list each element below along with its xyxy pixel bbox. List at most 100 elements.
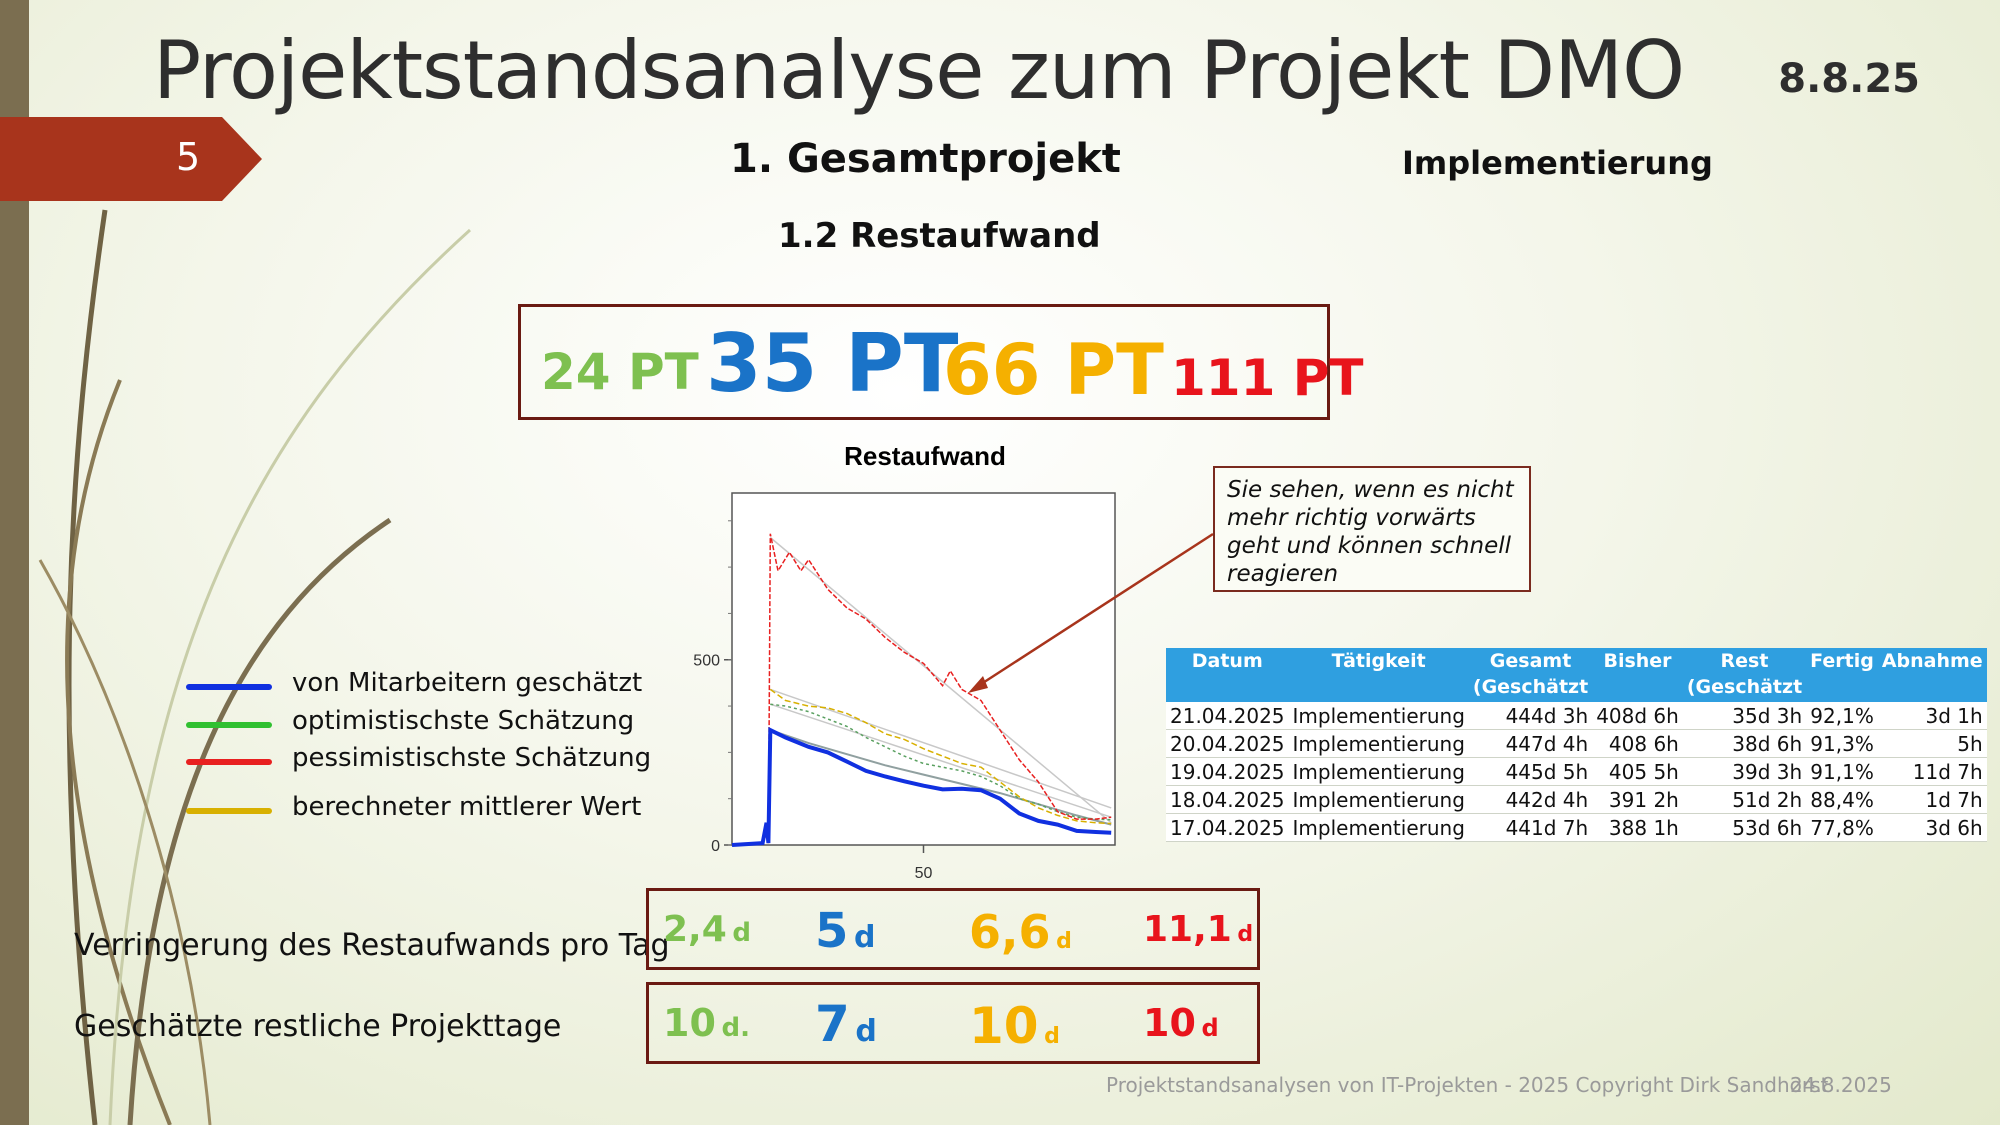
table-cell: 5h	[1877, 729, 1987, 758]
legend-swatch	[186, 722, 272, 728]
chart-title: Restaufwand	[844, 441, 1006, 471]
pt-optimistic: 24 PT	[541, 343, 699, 401]
y-tick-label-1: 500	[693, 653, 720, 670]
table-cell: 441d 7h	[1468, 813, 1593, 842]
phase-heading: Implementierung	[1402, 144, 1713, 182]
reduction-average-value: 6,6	[969, 905, 1051, 959]
chart-series-line-6	[770, 688, 1112, 809]
restaufwand-chart: Restaufwand 0 500 50	[693, 441, 1116, 882]
remaining-pessimistic-unit: d	[1201, 1014, 1219, 1042]
remaining-estimated-unit: d	[855, 1014, 877, 1049]
table-cell: 91,1%	[1806, 757, 1878, 786]
table-cell: 17.04.2025	[1166, 813, 1289, 842]
table-cell: 21.04.2025	[1166, 702, 1289, 730]
slide-number-badge: 5	[0, 117, 262, 201]
table-cell: 91,3%	[1806, 729, 1878, 758]
callout-note: Sie sehen, wenn es nicht mehr richtig vo…	[1213, 466, 1531, 592]
table-cell: 35d 3h	[1682, 702, 1807, 730]
y-tick-label-0: 0	[711, 838, 720, 855]
pt-pessimistic: 111 PT	[1171, 349, 1364, 407]
legend-label: von Mitarbeitern geschätzt	[292, 668, 643, 698]
table-header-cell: Bisher	[1592, 648, 1683, 702]
remaining-average-unit: d	[1044, 1024, 1060, 1049]
remaining-optimistic-unit: d.	[721, 1013, 750, 1043]
table-cell: Implementierung	[1288, 785, 1469, 814]
legend-label: optimistischste Schätzung	[292, 706, 635, 736]
subsection-heading: 1.2 Restaufwand	[778, 216, 1101, 256]
table-row: 19.04.2025 Implementierung 445d 5h 405 5h 39…	[1166, 757, 1987, 786]
pt-average: 66 PT	[943, 329, 1164, 411]
remaining-optimistic-value: 10	[663, 1001, 716, 1045]
footer-copyright: Projektstandsanalysen von IT-Projekten -…	[1106, 1073, 1829, 1097]
table-cell: 442d 4h	[1468, 785, 1593, 814]
page-title: Projektstandsanalyse zum Projekt DMO	[153, 24, 1685, 117]
section-heading: 1. Gesamtprojekt	[730, 136, 1121, 182]
table-cell: 1d 7h	[1877, 785, 1987, 814]
remaining-pessimistic-value: 10	[1143, 1001, 1196, 1045]
pt-estimated: 35 PT	[706, 317, 959, 410]
table-cell: 447d 4h	[1468, 729, 1593, 758]
legend-label: pessimistischste Schätzung	[292, 743, 652, 773]
table-cell: 53d 6h	[1682, 813, 1807, 842]
reduction-optimistic-unit: d	[732, 918, 751, 948]
reduction-estimated-unit: d	[853, 920, 876, 955]
table-cell: Implementierung	[1288, 757, 1469, 786]
table-cell: 408d 6h	[1592, 702, 1683, 730]
table-cell: 405 5h	[1592, 757, 1683, 786]
legend-label: berechneter mittlerer Wert	[292, 792, 642, 822]
table-header-cell: Datum	[1166, 648, 1289, 702]
table-row: 21.04.2025 Implementierung 444d 3h 408d 6h 3…	[1166, 702, 1987, 730]
slide-number: 5	[176, 135, 201, 179]
table-cell: 88,4%	[1806, 785, 1878, 814]
table-header-cell: Rest (Geschätzt	[1682, 648, 1807, 702]
table-cell: 39d 3h	[1682, 757, 1807, 786]
table-cell: 3d 1h	[1877, 702, 1987, 730]
chart-series-line-1	[769, 688, 1112, 825]
chart-series-line-0	[731, 726, 1112, 847]
table-cell: Implementierung	[1288, 729, 1469, 758]
legend-swatch	[186, 808, 272, 814]
x-tick-label-0: 50	[915, 865, 933, 882]
reduction-pessimistic-value: 11,1	[1143, 909, 1232, 950]
remaining-estimated-value: 7	[815, 995, 850, 1053]
table-cell: 18.04.2025	[1166, 785, 1289, 814]
remaining-label: Geschätzte restliche Projekttage	[74, 1009, 562, 1044]
chart-series-line-4	[769, 729, 1112, 826]
table-header-cell: Tätigkeit	[1288, 648, 1469, 702]
table-cell: 444d 3h	[1468, 702, 1593, 730]
table-header-cell: Fertig	[1806, 648, 1878, 702]
reduction-box: 2,4 d 5 d 6,6 d 11,1 d	[646, 888, 1260, 970]
table-cell: 38d 6h	[1682, 729, 1807, 758]
table-cell: Implementierung	[1288, 702, 1469, 730]
table-header-cell: Gesamt (Geschätzt	[1468, 648, 1593, 702]
pt-summary-box: 24 PT 35 PT 66 PT 111 PT	[518, 304, 1364, 420]
reduction-pessimistic-unit: d	[1237, 922, 1254, 947]
chart-series-line-2	[731, 533, 1112, 846]
table-row: 18.04.2025 Implementierung 442d 4h 391 2h 51…	[1166, 785, 1987, 814]
reduction-average-unit: d	[1056, 929, 1072, 954]
reduction-estimated-value: 5	[815, 903, 849, 959]
table-cell: 391 2h	[1592, 785, 1683, 814]
legend-swatch	[186, 759, 272, 765]
reduction-label: Verringerung des Restaufwands pro Tag	[74, 928, 670, 963]
table-row: 20.04.2025 Implementierung 447d 4h 408 6h 38…	[1166, 729, 1987, 758]
footer-date: 24.8.2025	[1790, 1073, 1892, 1097]
table-cell: 408 6h	[1592, 729, 1683, 758]
table-cell: 20.04.2025	[1166, 729, 1289, 758]
table-cell: 77,8%	[1806, 813, 1878, 842]
legend-swatch	[186, 684, 272, 690]
table-cell: 3d 6h	[1877, 813, 1987, 842]
table-cell: 445d 5h	[1468, 757, 1593, 786]
chart-series-line-7	[770, 703, 1112, 818]
table-cell: 51d 2h	[1682, 785, 1807, 814]
table-row: 17.04.2025 Implementierung 441d 7h 388 1h 53…	[1166, 813, 1987, 842]
table-cell: 11d 7h	[1877, 757, 1987, 786]
reduction-optimistic-value: 2,4	[663, 909, 727, 950]
table-cell: Implementierung	[1288, 813, 1469, 842]
remaining-box: 10 d. 7 d 10 d 10 d	[646, 982, 1260, 1064]
decorative-leaves	[38, 209, 472, 1125]
table-header-cell: Abnahme	[1877, 648, 1987, 702]
effort-table: Datum Tätigkeit Gesamt (Geschätzt Bisher Res…	[1166, 648, 1987, 842]
table-cell: 388 1h	[1592, 813, 1683, 842]
